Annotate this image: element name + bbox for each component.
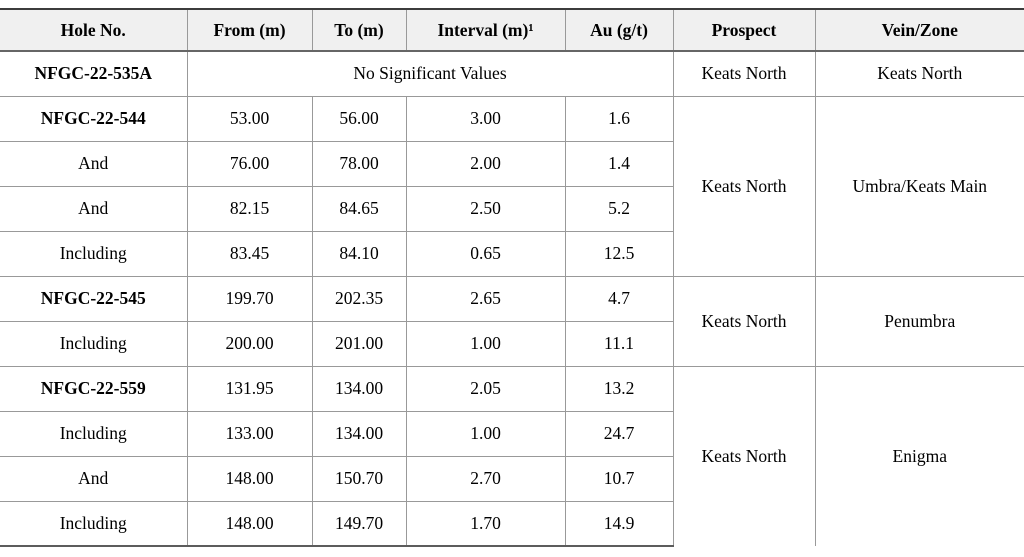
cell-to: 150.70 <box>311 455 407 502</box>
cell-qualifier: Including <box>0 320 188 367</box>
cell-interval: 0.65 <box>405 230 566 277</box>
cell-au: 12.5 <box>564 230 674 277</box>
cell-interval: 2.65 <box>405 275 566 322</box>
cell-vein-zone: Enigma <box>814 365 1024 546</box>
cell-from: 53.00 <box>186 95 313 142</box>
cell-to: 84.65 <box>311 185 407 232</box>
cell-qualifier: Including <box>0 500 188 547</box>
table-row: And 148.00 150.70 2.70 10.7 <box>0 455 1024 502</box>
cell-from: 83.45 <box>186 230 313 277</box>
table-row: And 82.15 84.65 2.50 5.2 <box>0 185 1024 232</box>
table-row: Including 148.00 149.70 1.70 14.9 <box>0 500 1024 547</box>
cell-from: 133.00 <box>186 410 313 457</box>
cell-qualifier: And <box>0 185 188 232</box>
cell-from: 148.00 <box>186 455 313 502</box>
cell-interval: 1.00 <box>405 410 566 457</box>
col-header-vein-zone: Vein/Zone <box>814 8 1024 52</box>
col-header-prospect: Prospect <box>672 8 816 52</box>
col-header-from: From (m) <box>186 8 313 52</box>
cell-to: 134.00 <box>311 410 407 457</box>
cell-prospect: Keats North <box>672 95 816 277</box>
table-row: NFGC-22-544 53.00 56.00 3.00 1.6 Keats N… <box>0 95 1024 277</box>
cell-vein-zone: Penumbra <box>814 275 1024 367</box>
cell-from: 199.70 <box>186 275 313 322</box>
header-row: Hole No. From (m) To (m) Interval (m)¹ A… <box>0 8 1024 52</box>
cell-from: 82.15 <box>186 185 313 232</box>
cell-interval: 1.00 <box>405 320 566 367</box>
cell-prospect: Keats North <box>672 50 816 97</box>
cell-qualifier: And <box>0 140 188 187</box>
cell-to: 134.00 <box>311 365 407 412</box>
cell-qualifier: Including <box>0 410 188 457</box>
cell-au: 1.4 <box>564 140 674 187</box>
cell-au: 13.2 <box>564 365 674 412</box>
cell-au: 1.6 <box>564 95 674 142</box>
table-row: NFGC-22-545 199.70 202.35 2.65 4.7 Keats… <box>0 275 1024 367</box>
cell-au: 11.1 <box>564 320 674 367</box>
col-header-au: Au (g/t) <box>564 8 674 52</box>
cell-hole-no: NFGC-22-535A <box>0 50 188 97</box>
cell-interval: 2.70 <box>405 455 566 502</box>
cell-from: 148.00 <box>186 500 313 547</box>
cell-interval: 2.50 <box>405 185 566 232</box>
col-header-interval: Interval (m)¹ <box>405 8 566 52</box>
table-row: Including 83.45 84.10 0.65 12.5 <box>0 230 1024 277</box>
cell-vein-zone: Keats North <box>814 50 1024 97</box>
drill-results-table: Hole No. From (m) To (m) Interval (m)¹ A… <box>0 8 1024 547</box>
cell-au: 5.2 <box>564 185 674 232</box>
cell-hole-no: NFGC-22-559 <box>0 365 188 412</box>
col-header-hole-no: Hole No. <box>0 8 188 52</box>
cell-to: 56.00 <box>311 95 407 142</box>
table-row: NFGC-22-559 131.95 134.00 2.05 13.2 Keat… <box>0 365 1024 546</box>
cell-interval: 2.05 <box>405 365 566 412</box>
cell-au: 14.9 <box>564 500 674 547</box>
cell-au: 24.7 <box>564 410 674 457</box>
col-header-to: To (m) <box>311 8 407 52</box>
cell-no-significant-values: No Significant Values <box>186 50 674 97</box>
cell-to: 78.00 <box>311 140 407 187</box>
table-row: Including 133.00 134.00 1.00 24.7 <box>0 410 1024 457</box>
cell-to: 84.10 <box>311 230 407 277</box>
cell-interval: 1.70 <box>405 500 566 547</box>
cell-interval: 2.00 <box>405 140 566 187</box>
cell-to: 202.35 <box>311 275 407 322</box>
cell-au: 4.7 <box>564 275 674 322</box>
cell-qualifier: Including <box>0 230 188 277</box>
table-row: NFGC-22-535A No Significant Values Keats… <box>0 50 1024 97</box>
cell-to: 149.70 <box>311 500 407 547</box>
cell-au: 10.7 <box>564 455 674 502</box>
cell-to: 201.00 <box>311 320 407 367</box>
cell-prospect: Keats North <box>672 365 816 546</box>
cell-qualifier: And <box>0 455 188 502</box>
cell-interval: 3.00 <box>405 95 566 142</box>
cell-prospect: Keats North <box>672 275 816 367</box>
cell-hole-no: NFGC-22-544 <box>0 95 188 142</box>
cell-vein-zone: Umbra/Keats Main <box>814 95 1024 277</box>
cell-from: 131.95 <box>186 365 313 412</box>
cell-from: 200.00 <box>186 320 313 367</box>
cell-hole-no: NFGC-22-545 <box>0 275 188 322</box>
cell-from: 76.00 <box>186 140 313 187</box>
